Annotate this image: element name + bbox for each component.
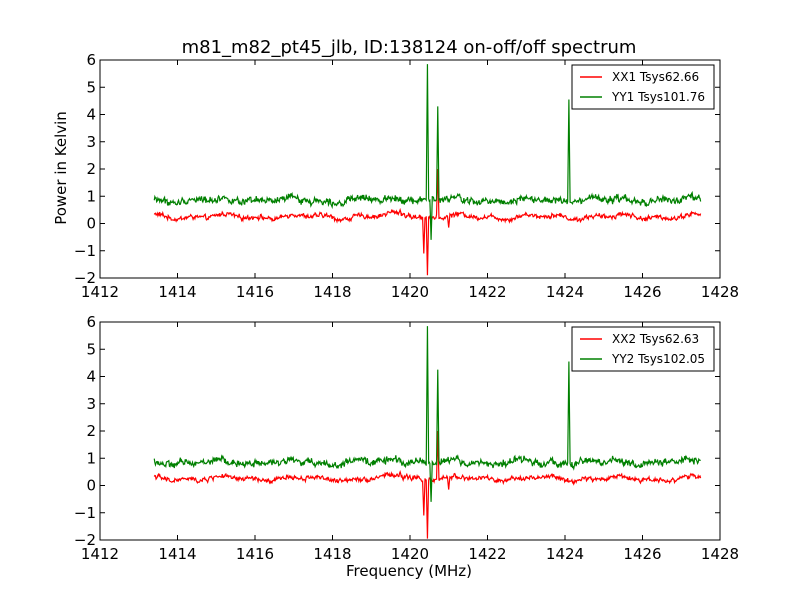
x-tick-label: 1424: [546, 545, 584, 563]
x-tick-label: 1418: [313, 283, 351, 301]
x-tick-label: 1414: [158, 283, 196, 301]
y-tick-label: 3: [86, 395, 96, 413]
legend: XX1 Tsys62.66 YY1 Tsys101.76: [571, 64, 715, 110]
x-tick-label: 1412: [81, 545, 119, 563]
y-tick-label: 6: [86, 313, 96, 331]
y-tick-label: 0: [86, 477, 96, 495]
series-line-xx2: [153, 430, 702, 539]
y-tick-label: 6: [86, 51, 96, 69]
legend-entry-label: YY1 Tsys101.76: [611, 90, 705, 104]
x-tick-label: 1426: [623, 545, 661, 563]
x-tick-label: 1412: [81, 283, 119, 301]
bottom-panel: 1412 1414 1416 1418 1420 1422 1424 1426 1428−2−1…: [74, 313, 739, 563]
y-tick-label: 2: [86, 160, 96, 178]
legend-entry-label: YY2 Tsys102.05: [611, 352, 705, 366]
legend-entry-label: XX1 Tsys62.66: [612, 70, 699, 84]
x-tick-label: 1422: [468, 545, 506, 563]
y-axis-label: Power in Kelvin: [52, 111, 70, 225]
x-tick-label: 1424: [546, 283, 584, 301]
y-tick-label: 2: [86, 422, 96, 440]
legend: XX2 Tsys62.63 YY2 Tsys102.05: [571, 326, 715, 372]
y-tick-label: −2: [74, 269, 96, 287]
x-tick-label: 1418: [313, 545, 351, 563]
y-tick-label: 0: [86, 215, 96, 233]
series-line-yy1: [153, 64, 702, 240]
chart-title: m81_m82_pt45_jlb, ID:138124 on-off/off s…: [182, 37, 637, 58]
y-tick-label: 4: [86, 368, 96, 386]
x-tick-label: 1416: [236, 545, 274, 563]
series-line-xx1: [153, 168, 702, 276]
y-tick-label: −2: [74, 531, 96, 549]
y-tick-label: 1: [86, 187, 96, 205]
x-tick-label: 1422: [468, 283, 506, 301]
series-line-yy2: [153, 326, 701, 502]
y-tick-label: 3: [86, 133, 96, 151]
x-axis-label: Frequency (MHz): [346, 562, 472, 580]
y-tick-label: −1: [74, 504, 96, 522]
y-tick-label: 5: [86, 78, 96, 96]
y-tick-label: −1: [74, 242, 96, 260]
x-tick-label: 1428: [701, 545, 739, 563]
x-tick-label: 1428: [701, 283, 739, 301]
top-panel: 1412 1414 1416 1418 1420 1422 1424 1426 1428−2−1…: [74, 51, 739, 301]
x-tick-label: 1426: [623, 283, 661, 301]
y-tick-label: 4: [86, 106, 96, 124]
y-tick-label: 5: [86, 340, 96, 358]
legend-entry-label: XX2 Tsys62.63: [612, 332, 699, 346]
x-tick-label: 1420: [391, 283, 429, 301]
x-tick-label: 1420: [391, 545, 429, 563]
x-tick-label: 1414: [158, 545, 196, 563]
y-tick-label: 1: [86, 449, 96, 467]
x-tick-label: 1416: [236, 283, 274, 301]
